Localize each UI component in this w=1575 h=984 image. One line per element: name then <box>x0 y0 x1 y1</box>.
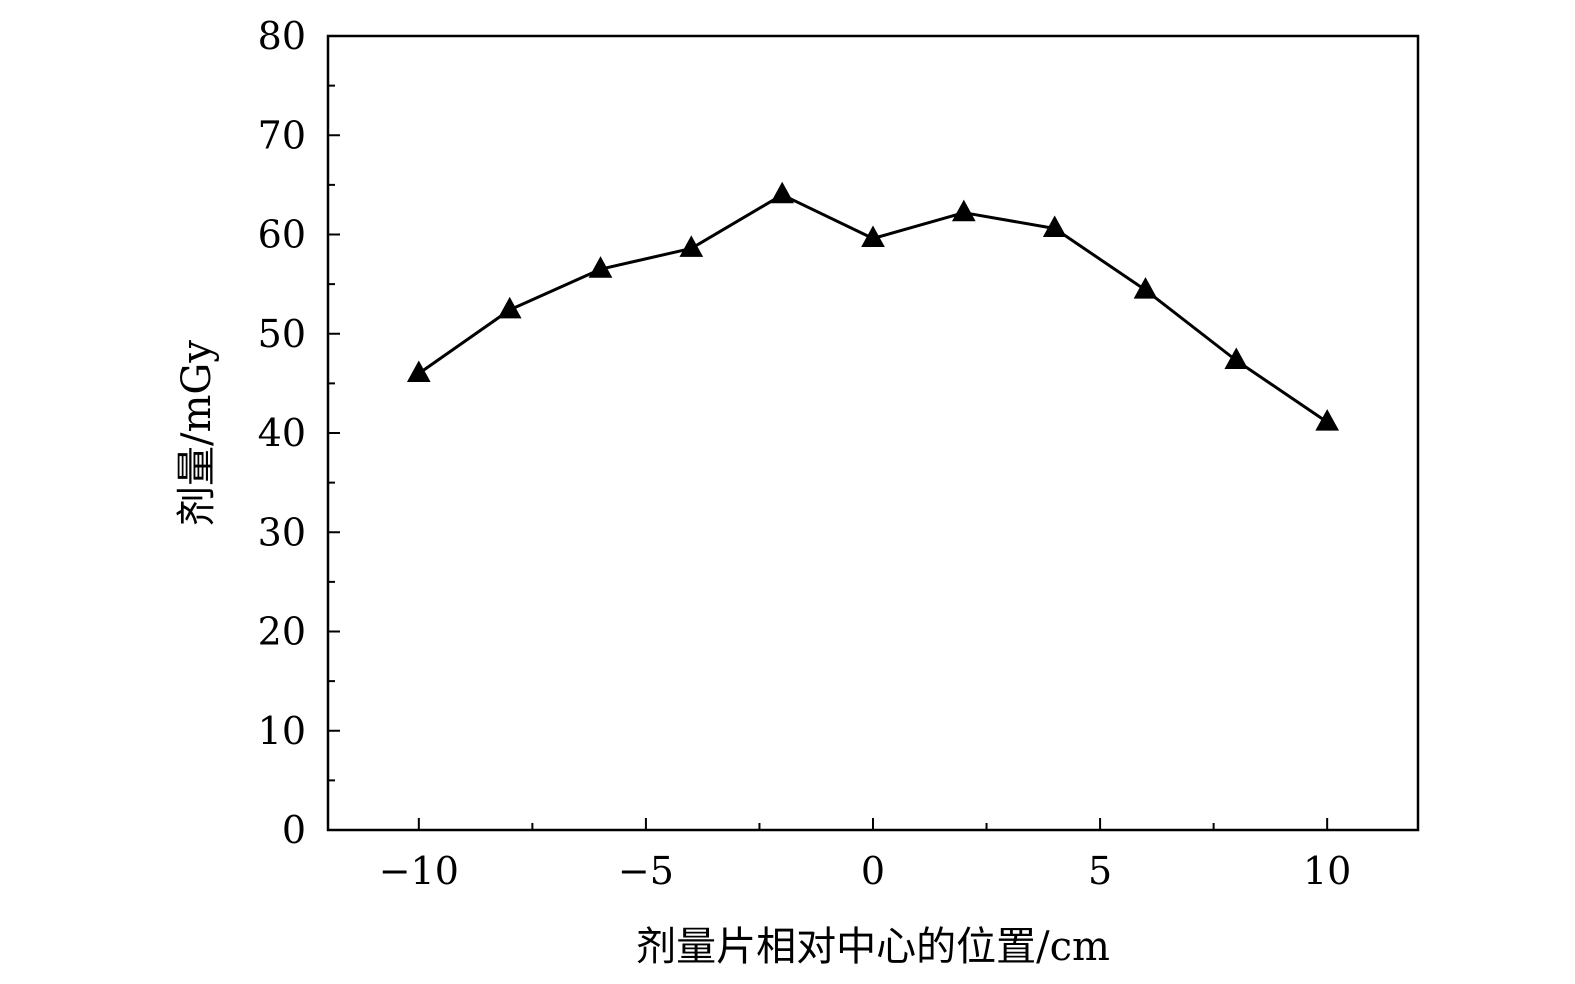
data-point-marker <box>679 235 704 257</box>
plot-area <box>326 34 1420 832</box>
series-layer <box>406 181 1340 431</box>
axis-ticks <box>328 35 1329 831</box>
data-point-marker <box>951 199 976 222</box>
y-tick-label: 50 <box>258 312 306 356</box>
x-tick-label: −5 <box>618 849 674 893</box>
data-point-marker <box>1042 215 1067 237</box>
x-tick-label: −10 <box>379 849 459 893</box>
y-tick-label: 60 <box>258 213 306 257</box>
y-tick-label: 30 <box>258 510 306 554</box>
data-point-marker <box>1133 277 1158 299</box>
x-axis-title: 剂量片相对中心的位置/cm <box>636 924 1110 970</box>
data-point-marker <box>861 225 885 247</box>
y-tick-label: 0 <box>282 808 306 852</box>
data-point-marker <box>406 360 431 382</box>
data-point-marker <box>1224 347 1249 369</box>
data-point-marker <box>497 296 522 319</box>
plot-frame <box>326 34 1420 832</box>
data-point-marker <box>770 181 795 204</box>
y-tick-label: 70 <box>258 113 306 157</box>
data-point-marker <box>1315 409 1340 431</box>
data-point-marker <box>588 256 613 278</box>
y-axis-title: 剂量/mGy <box>174 340 220 526</box>
axis-tick-labels: −10 −5 0 5 10 0 10 20 30 40 50 60 70 80 <box>258 14 1352 893</box>
y-tick-label: 80 <box>258 14 306 58</box>
y-tick-label: 40 <box>258 411 306 455</box>
x-tick-label: 5 <box>1088 849 1112 893</box>
x-tick-label: 0 <box>861 849 885 893</box>
y-tick-label: 20 <box>258 610 306 654</box>
y-tick-label: 10 <box>258 709 306 753</box>
x-tick-label: 10 <box>1303 849 1351 893</box>
